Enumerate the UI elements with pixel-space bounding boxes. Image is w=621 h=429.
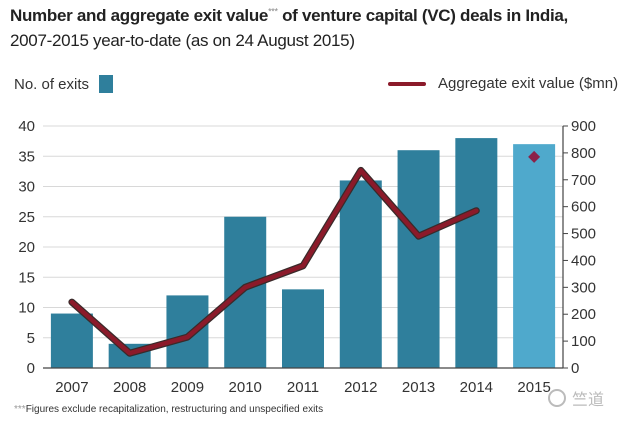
x-tick-label: 2013 — [402, 379, 435, 396]
footnote-mark: *** — [14, 404, 26, 415]
bar-2013 — [397, 150, 440, 368]
left-tick-label: 30 — [18, 179, 35, 196]
left-tick-label: 5 — [27, 330, 35, 347]
x-tick-label: 2011 — [287, 379, 319, 396]
exit-value-marker-2015 — [528, 150, 541, 163]
legend-line-label: Aggregate exit value ($mn) — [438, 75, 619, 92]
right-tick-label: 900 — [571, 118, 596, 135]
chart-title-footnote-mark: *** — [268, 6, 278, 17]
footnote: ***Figures exclude recapitalization, res… — [14, 404, 323, 415]
exit-value-line — [69, 168, 479, 356]
chart-title: Number and aggregate exit value*** of ve… — [10, 6, 568, 26]
right-tick-label: 0 — [571, 360, 579, 377]
x-tick-label: 2012 — [344, 379, 377, 396]
chart-title-suffix: of venture capital (VC) deals in India, — [277, 6, 568, 25]
bar-2010 — [224, 216, 267, 368]
bar-2009 — [166, 295, 209, 368]
x-tick-label: 2008 — [113, 379, 146, 396]
bar-2015 — [513, 144, 556, 368]
legend-line: Aggregate exit value ($mn) — [388, 75, 618, 92]
legend-bars-swatch — [99, 75, 114, 93]
left-tick-label: 25 — [18, 209, 35, 226]
footnote-text: Figures exclude recapitalization, restru… — [25, 404, 324, 415]
left-tick-label: 0 — [27, 360, 35, 377]
bar-2007 — [50, 313, 93, 368]
chart-subtitle: 2007-2015 year-to-date (as on 24 August … — [10, 31, 355, 50]
left-tick-label: 35 — [18, 148, 35, 165]
left-tick-label: 15 — [18, 269, 35, 286]
legend-bars-label: No. of exits — [14, 75, 90, 93]
right-tick-label: 300 — [571, 279, 596, 296]
chart-title-main: Number and aggregate exit value — [10, 6, 269, 25]
legend-line-swatch — [388, 81, 426, 86]
legend-bars: No. of exits — [14, 75, 114, 93]
x-tick-label: 2009 — [171, 379, 204, 396]
right-tick-label: 100 — [571, 333, 596, 350]
left-tick-label: 10 — [18, 300, 35, 317]
right-tick-label: 200 — [571, 306, 596, 323]
bar-2012 — [339, 180, 382, 368]
right-tick-label: 500 — [571, 226, 596, 243]
right-tick-label: 800 — [571, 145, 596, 162]
x-tick-label: 2007 — [55, 379, 88, 396]
watermark: 竺道 — [548, 386, 604, 410]
x-tick-label: 2010 — [229, 379, 262, 396]
left-tick-label: 40 — [18, 118, 35, 135]
watermark-text: 竺道 — [572, 392, 605, 409]
bar-2014 — [455, 138, 498, 368]
bar-2011 — [282, 289, 324, 368]
right-tick-label: 600 — [571, 199, 596, 216]
right-tick-label: 700 — [571, 172, 596, 189]
left-tick-label: 20 — [18, 239, 35, 256]
x-tick-label: 2014 — [460, 379, 493, 396]
right-tick-label: 400 — [571, 252, 596, 269]
x-tick-label: 2015 — [517, 379, 550, 396]
wechat-icon — [548, 389, 566, 407]
